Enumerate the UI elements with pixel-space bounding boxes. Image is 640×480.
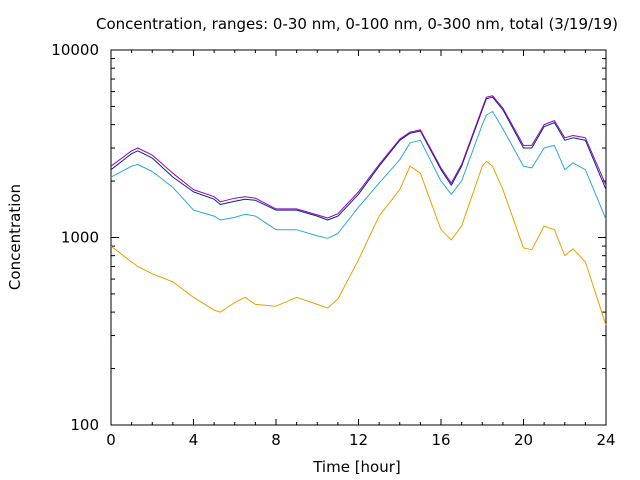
y-tick-label: 1000	[61, 229, 99, 247]
plot-frame	[110, 49, 607, 426]
x-axis: 0 4 8 12 16 20 24	[106, 50, 616, 449]
series-line-1	[110, 160, 607, 326]
chart-title: Concentration, ranges: 0-30 nm, 0-100 nm…	[96, 15, 618, 33]
series-line-2	[110, 111, 607, 239]
y-axis-label: Concentration	[6, 184, 24, 290]
plot-border	[110, 49, 607, 426]
x-tick-label: 24	[596, 431, 615, 449]
series-line-4	[110, 95, 607, 219]
x-tick-label: 8	[271, 431, 281, 449]
x-tick-label: 4	[189, 431, 199, 449]
x-axis-label: Time [hour]	[312, 458, 401, 476]
x-tick-label: 12	[349, 431, 368, 449]
x-tick-label: 20	[514, 431, 533, 449]
series-lines	[110, 95, 607, 326]
y-axis: 100 1000 10000	[51, 41, 606, 434]
series-line-3	[110, 96, 607, 221]
y-tick-label: 10000	[51, 41, 99, 59]
y-tick-label: 100	[70, 416, 99, 434]
x-tick-label: 16	[431, 431, 450, 449]
x-tick-label: 0	[106, 431, 116, 449]
